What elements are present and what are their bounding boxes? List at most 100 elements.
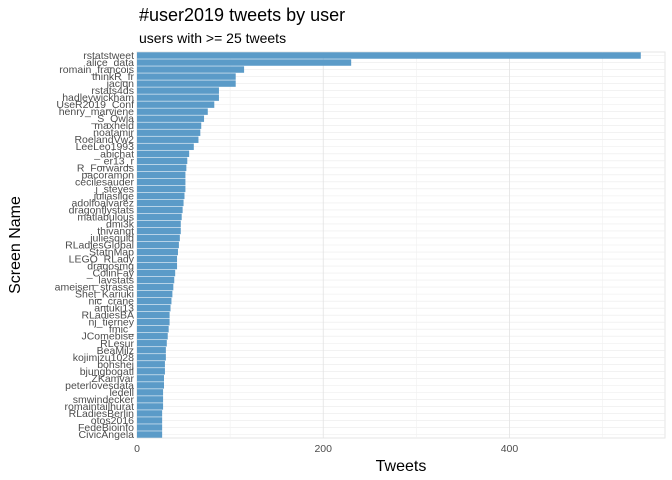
y-tick-labels: rstatstweetalice_dataromain_francoisthin…: [55, 50, 135, 441]
bar: [137, 269, 176, 277]
y-tick-label: maxheld: [94, 120, 134, 132]
bar: [137, 375, 165, 382]
y-tick-label: _er13_r: [97, 155, 135, 167]
y-tick-label: juliesquid: [89, 232, 134, 244]
y-tick-label: JComebise: [81, 331, 134, 343]
bar: [137, 325, 169, 333]
bar: [137, 262, 178, 270]
y-tick-label: UseR2019_Conf: [56, 99, 134, 111]
y-tick-label: dragosmg: [87, 261, 134, 273]
y-tick-label: _S_Owla: [90, 113, 134, 125]
bar: [137, 382, 165, 389]
y-tick-label: ameisen_strasse: [55, 282, 135, 294]
y-tick-label: _abichat: [93, 148, 134, 160]
y-tick-label: BeaMilz: [97, 345, 134, 357]
bar: [137, 185, 186, 193]
y-tick-label: j_steyes: [94, 183, 134, 195]
bar: [137, 178, 186, 186]
y-tick-label: alice_data: [86, 57, 134, 69]
y-tick-label: smwindecker: [73, 394, 135, 406]
y-axis-title: Screen Name: [7, 196, 24, 294]
y-tick-label: Shel_Kariuki: [75, 289, 134, 301]
bar: [137, 318, 170, 326]
bar: [137, 431, 163, 438]
y-tick-label: nj_tierney: [88, 317, 134, 329]
y-tick-label: noatamir: [93, 127, 134, 139]
y-tick-label: RLadiesBerlin: [69, 408, 135, 420]
bar: [137, 290, 173, 298]
bar: [137, 347, 166, 354]
bar: [137, 150, 190, 157]
bar: [137, 234, 180, 242]
bar: [137, 80, 236, 87]
y-tick-label: peterlovesdata: [65, 380, 134, 392]
y-tick-label: romain_francois: [59, 64, 134, 76]
bar: [137, 333, 168, 340]
y-tick-label: _lavstats: [92, 275, 134, 287]
y-tick-label: thivangt: [97, 225, 134, 237]
y-tick-label: RLesur: [100, 338, 134, 350]
y-tick-label: hadleywickham: [62, 92, 134, 104]
y-tick-label: jaciqn: [106, 78, 135, 90]
bar: [137, 410, 163, 417]
bar: [137, 248, 178, 256]
bar: [137, 66, 245, 73]
bars: [137, 52, 641, 438]
bar: [137, 199, 184, 207]
y-tick-label: romaintailhurat: [65, 401, 135, 413]
bar: [137, 297, 172, 305]
y-tick-label: LeeLeo1993: [76, 141, 135, 153]
bar: [137, 164, 187, 172]
y-tick-label: RLadiesBA: [81, 310, 134, 322]
bar: [137, 255, 178, 263]
y-tick-label: matlabulous: [77, 211, 134, 223]
x-tick-label: 0: [134, 443, 140, 455]
bar: [137, 192, 185, 200]
y-tick-label: bjungbogatl: [80, 366, 134, 378]
bar: [137, 122, 202, 129]
y-tick-label: cecilesauder: [75, 176, 134, 188]
bar: [137, 403, 164, 410]
y-tick-label: rstatstweet: [83, 50, 134, 62]
x-tick-label: 400: [501, 443, 519, 455]
bar: [137, 368, 165, 375]
y-tick-label: FedeBioinfo: [78, 422, 134, 434]
y-tick-label: dragonflystats: [69, 204, 134, 216]
y-tick-label: R_Forwards: [77, 162, 134, 174]
y-tick-label: antuki13: [94, 303, 134, 315]
y-tick-label: rstats4ds: [91, 85, 134, 97]
bar: [137, 157, 188, 165]
y-tick-label: ledell: [109, 387, 134, 399]
x-tick-label: 200: [314, 443, 332, 455]
y-tick-label: nic_crane: [88, 296, 134, 308]
y-tick-label: CivicAngela: [79, 429, 135, 441]
y-tick-label: StatnMap: [89, 247, 134, 259]
bar: [137, 396, 164, 403]
bar: [137, 340, 167, 347]
bar: [137, 220, 181, 228]
bar: [137, 87, 219, 94]
bar: [137, 389, 164, 396]
bar: [137, 283, 174, 291]
y-tick-label: henry_marviene: [59, 106, 134, 118]
chart-subtitle: users with >= 25 tweets: [139, 30, 287, 46]
y-tick-label: LEGO_RLady: [69, 254, 135, 266]
bar: [137, 108, 208, 115]
y-tick-label: kojimizu1028: [73, 352, 134, 364]
y-tick-label: thinkR_fr: [92, 71, 135, 83]
chart-title: #user2019 tweets by user: [139, 5, 346, 25]
bar: [137, 241, 179, 249]
bar: [137, 311, 170, 319]
bar: [137, 94, 219, 101]
y-tick-label: pacoramon: [81, 169, 134, 181]
x-axis-title: Tweets: [376, 458, 427, 475]
y-tick-label: fmic_: [109, 324, 134, 336]
bar: [137, 115, 205, 122]
bar: [137, 171, 186, 179]
y-tick-label: RLadiesGlobal: [65, 240, 134, 252]
bar: [137, 52, 641, 59]
bar: [137, 101, 215, 108]
bar: [137, 213, 182, 221]
bar: [137, 59, 352, 66]
bar: [137, 129, 201, 136]
